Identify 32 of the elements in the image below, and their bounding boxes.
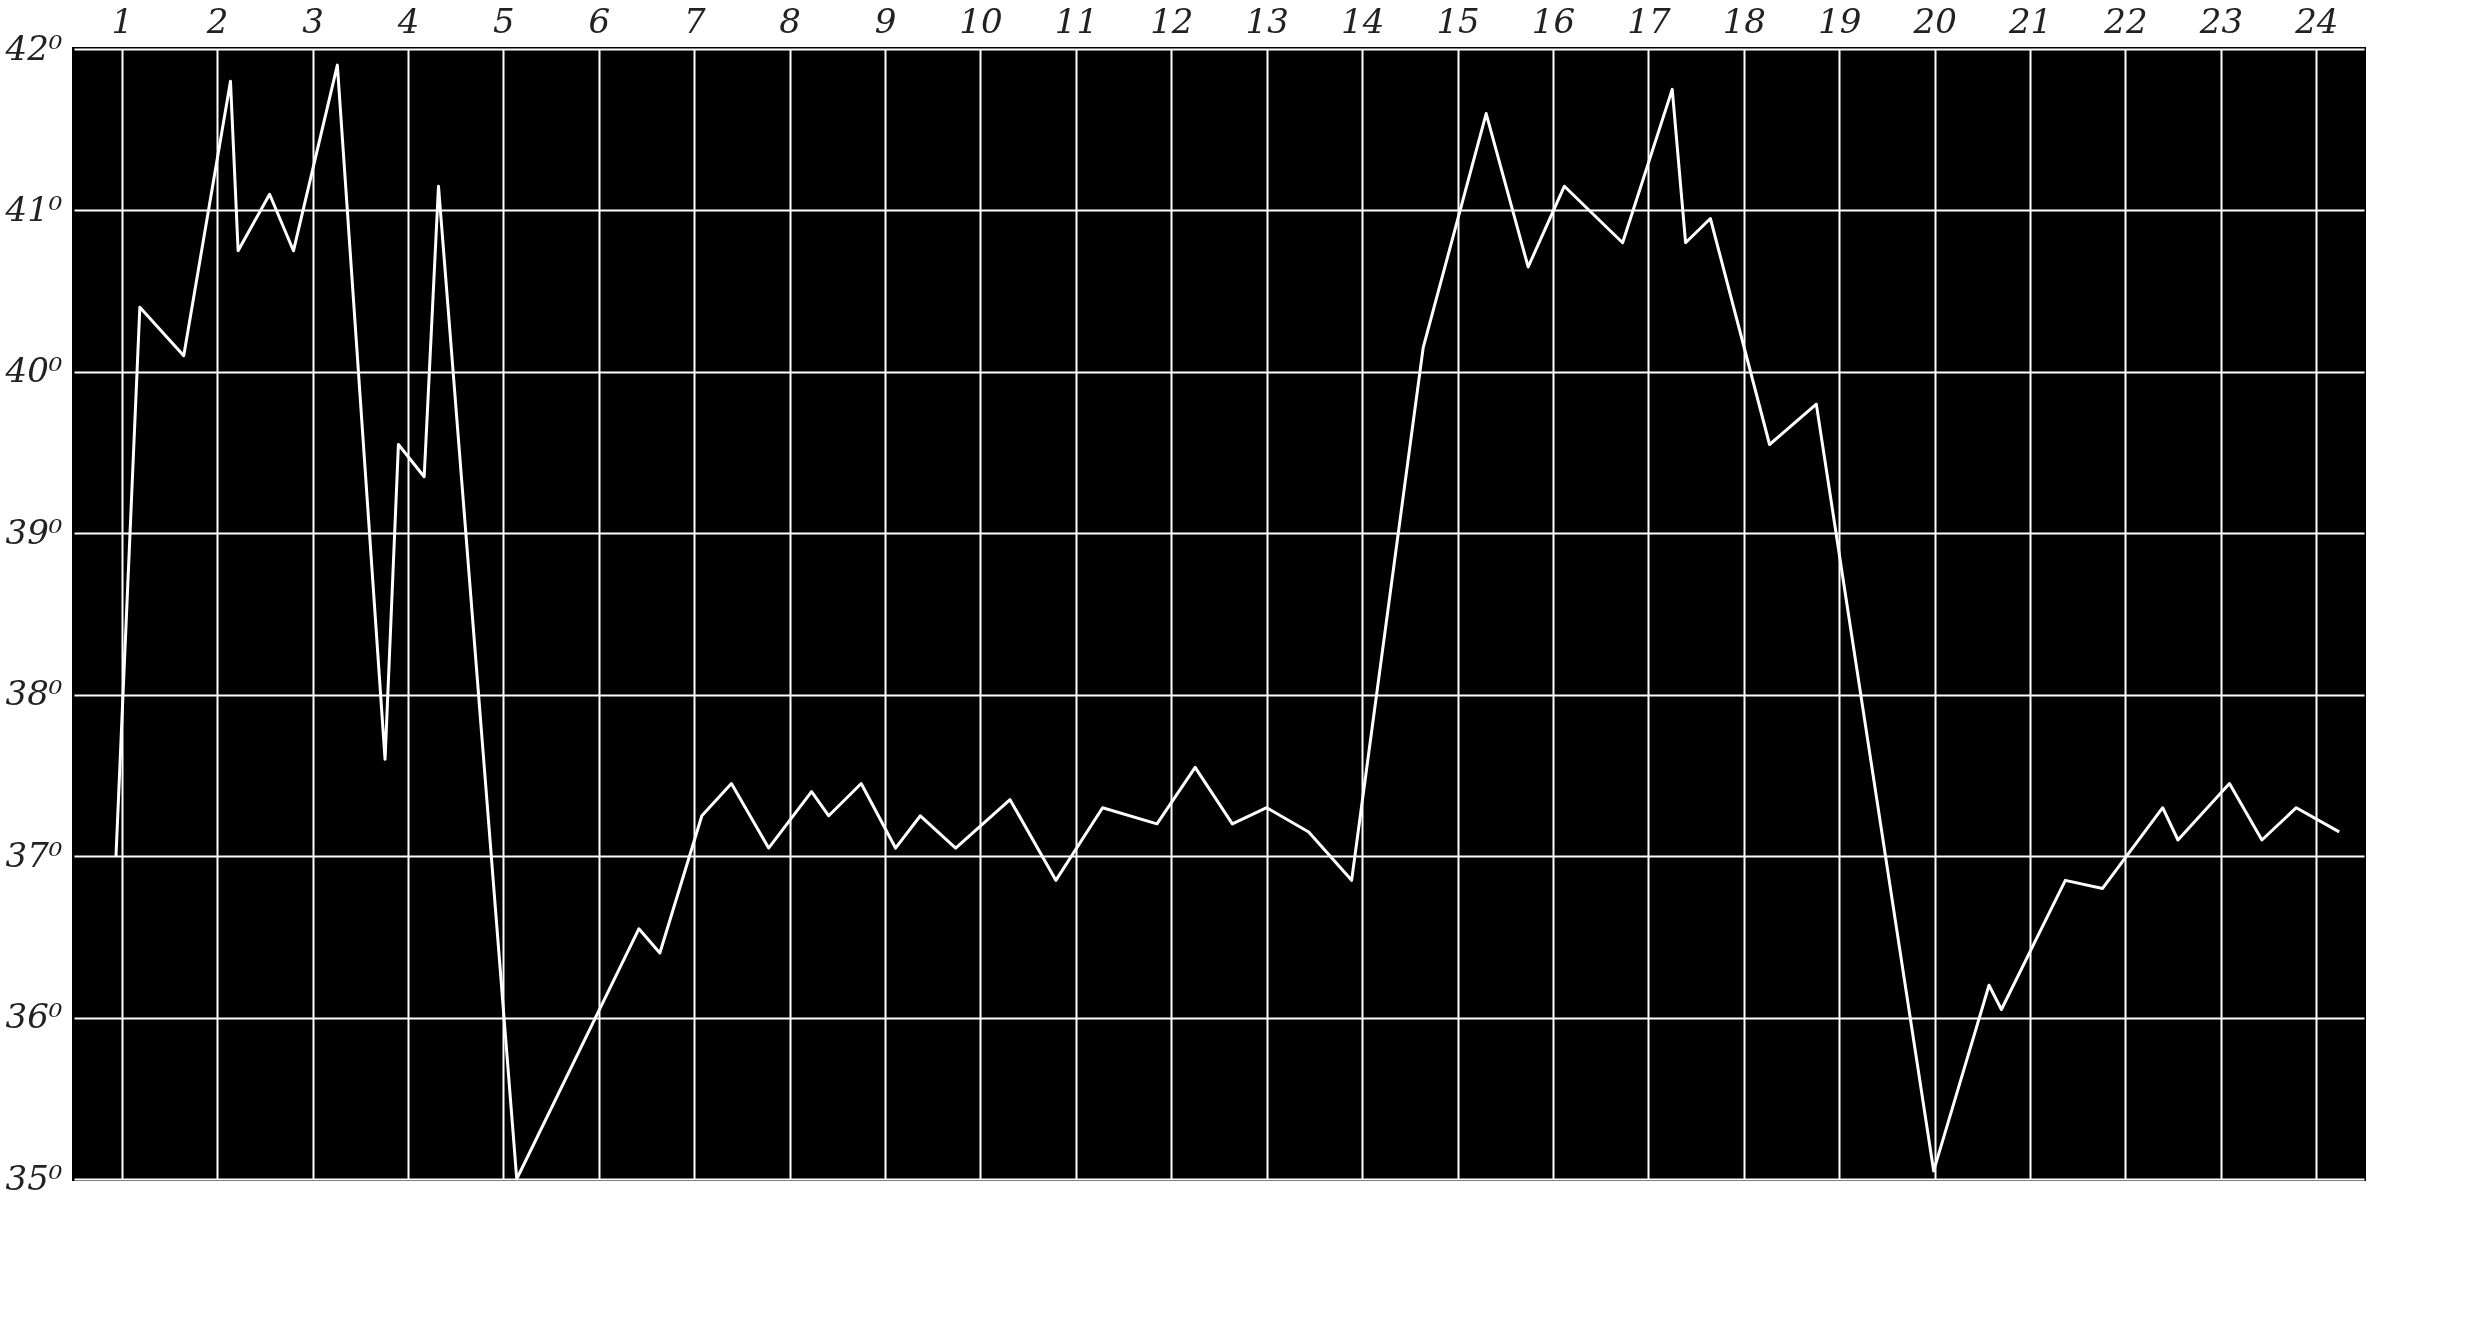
x-tick-label: 23 xyxy=(2198,0,2244,41)
x-tick-label: 24 xyxy=(2294,0,2339,41)
x-tick-label: 4 xyxy=(396,0,420,41)
x-tick-label: 7 xyxy=(683,0,706,41)
x-tick-label: 15 xyxy=(1436,0,1480,41)
x-tick-label: 10 xyxy=(959,0,1003,41)
x-tick-label: 1 xyxy=(111,0,134,41)
x-tick-label: 18 xyxy=(1722,0,1766,41)
y-tick-label: 35⁰ xyxy=(5,1157,63,1198)
x-tick-label: 22 xyxy=(2103,0,2148,41)
x-tick-label: 20 xyxy=(1912,0,1957,41)
y-tick-label: 40⁰ xyxy=(4,350,63,391)
x-tick-label: 3 xyxy=(302,0,324,41)
x-tick-label: 2 xyxy=(205,0,229,41)
x-tick-label: 21 xyxy=(2007,0,2053,41)
x-tick-label: 13 xyxy=(1245,0,1289,41)
x-tick-label: 8 xyxy=(779,0,801,41)
x-tick-label: 6 xyxy=(588,0,611,41)
x-tick-label: 5 xyxy=(493,0,515,41)
y-tick-label: 39⁰ xyxy=(5,511,63,552)
y-tick-label: 38⁰ xyxy=(5,673,63,714)
y-tick-label: 41⁰ xyxy=(4,188,63,229)
x-tick-label: 17 xyxy=(1627,0,1671,41)
y-tick-label: 37⁰ xyxy=(5,834,63,875)
y-tick-label: 36⁰ xyxy=(5,996,63,1037)
x-tick-label: 16 xyxy=(1531,0,1576,41)
x-tick-label: 9 xyxy=(874,0,897,41)
x-tick-label: 11 xyxy=(1054,0,1099,41)
x-tick-label: 12 xyxy=(1150,0,1194,41)
x-tick-label: 14 xyxy=(1340,0,1385,41)
x-tick-label: 19 xyxy=(1818,0,1862,41)
y-tick-label: 42⁰ xyxy=(4,27,63,68)
